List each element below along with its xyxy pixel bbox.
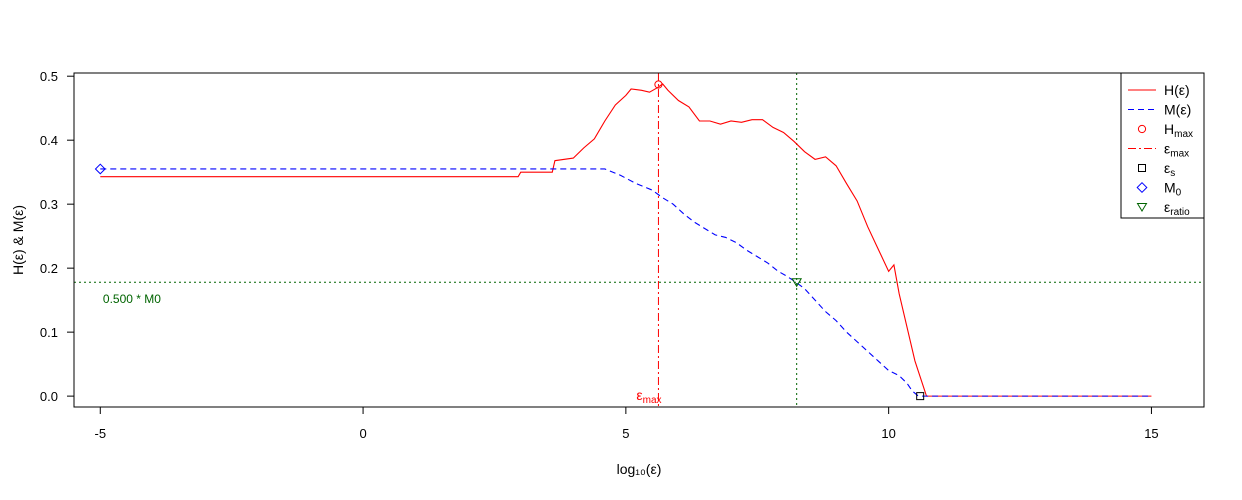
legend-label-6: εratio [1164, 199, 1190, 218]
legend-item-1: M(ε) [1128, 102, 1191, 118]
point-marker-2 [94, 163, 106, 175]
y-tick-label-4: 0.4 [40, 133, 58, 148]
series-line-0 [100, 83, 1152, 397]
series-layer [100, 83, 1152, 397]
legend-label-2: Hmax [1164, 121, 1193, 140]
legend-item-4: εs [1138, 160, 1175, 179]
legend-label-1: M(ε) [1164, 102, 1191, 118]
legend-item-2: Hmax [1137, 121, 1193, 140]
point-marker-3 [791, 278, 803, 288]
legend-item-6: εratio [1136, 199, 1190, 218]
legend-box [1120, 72, 1205, 219]
y-tick-label-1: 0.1 [40, 325, 58, 340]
series-line-1 [100, 168, 1152, 397]
annotation-0: 0.500 * M0 [103, 292, 161, 306]
y-tick-label-2: 0.2 [40, 261, 58, 276]
annotations-layer: 0.500 * M0 εmax [103, 292, 662, 406]
legend-item-0: H(ε) [1128, 82, 1190, 98]
legend-symbol-6 [1136, 203, 1148, 212]
x-tick-label-2: 5 [622, 426, 629, 441]
y-tick-label-0: 0.0 [40, 389, 58, 404]
legend-item-5: M0 [1136, 180, 1182, 199]
legend-label-5: M0 [1164, 180, 1182, 199]
y-tick-label-3: 0.3 [40, 197, 58, 212]
legend-label-3: εmax [1164, 141, 1189, 160]
plot-frame [73, 72, 1205, 408]
reference-lines-layer [74, 73, 1204, 407]
point-marker-0 [654, 80, 663, 89]
x-tick-label-1: 0 [359, 426, 366, 441]
axes-layer: -5 0 5 10 15 0.0 0.1 0.2 0.3 0.4 0.5 [40, 69, 1159, 441]
y-tick-label-5: 0.5 [40, 69, 58, 84]
legend-symbol-5 [1136, 181, 1148, 194]
x-tick-label-3: 10 [881, 426, 895, 441]
annotation-1: εmax [636, 387, 661, 406]
legend-label-4: εs [1164, 160, 1175, 179]
x-tick-label-4: 15 [1144, 426, 1158, 441]
x-tick-label-0: -5 [94, 426, 106, 441]
legend-symbol-4 [1138, 164, 1146, 172]
points-layer [94, 80, 925, 401]
legend-label-0: H(ε) [1164, 82, 1190, 98]
legend-item-3: εmax [1128, 141, 1189, 160]
x-axis-label: log₁₀(ε) [617, 461, 662, 477]
y-axis-label: H(ε) & M(ε) [10, 205, 26, 275]
legend-symbol-2 [1137, 124, 1147, 134]
point-marker-1 [916, 392, 925, 401]
